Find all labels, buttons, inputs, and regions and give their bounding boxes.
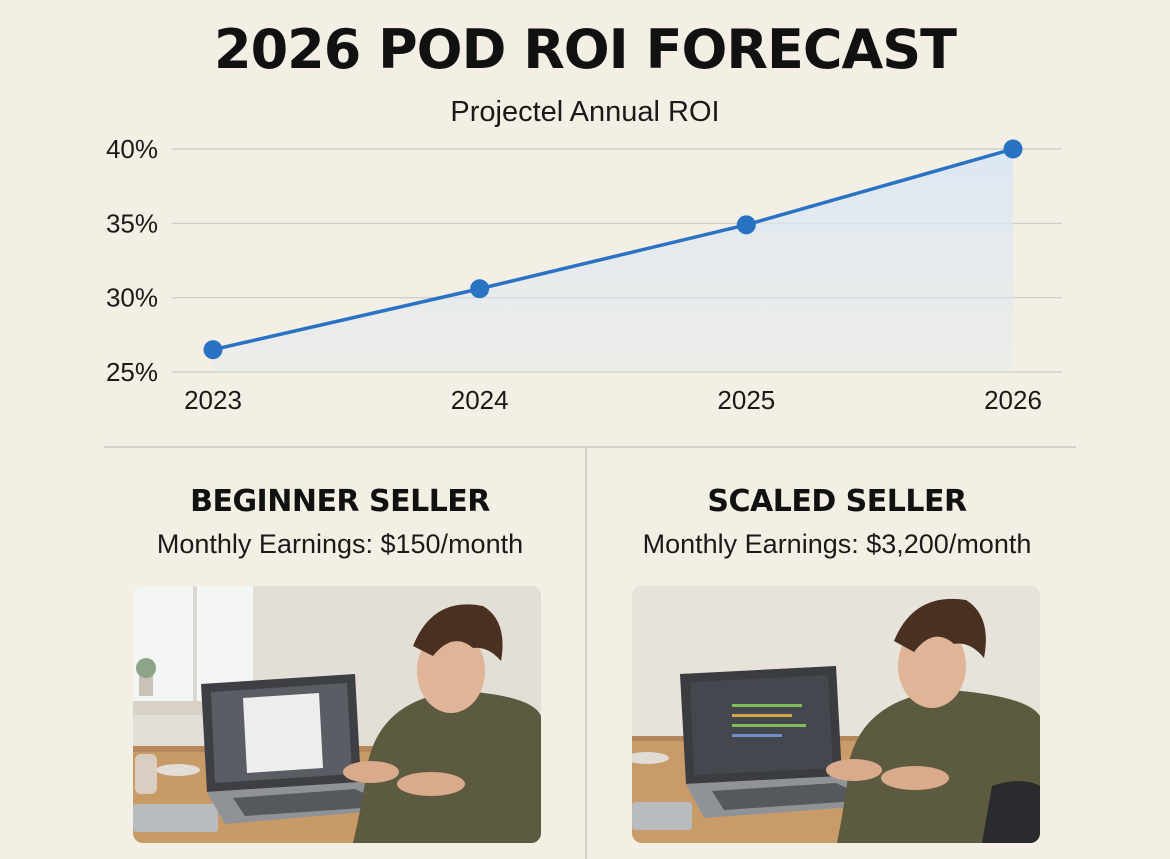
data-point-2025 <box>736 215 756 235</box>
y-tick-label-35: 35% <box>106 208 158 238</box>
data-point-2026 <box>1003 139 1023 159</box>
scaled-seller-photo <box>632 586 1040 843</box>
scaled-seller-heading: SCALED SELLER <box>707 484 967 519</box>
series-line <box>211 147 1015 352</box>
series-area-fill <box>213 149 1013 372</box>
data-point-2023 <box>203 340 223 360</box>
scaled-seller-earnings: Monthly Earnings: $3,200/month <box>642 529 1032 559</box>
data-point-2024 <box>470 279 490 299</box>
x-tick-label-2023: 2023 <box>184 385 242 415</box>
horizontal-divider <box>104 446 1076 448</box>
beginner-seller-earnings: Monthly Earnings: $150/month <box>156 529 524 559</box>
y-tick-label-25: 25% <box>106 357 158 387</box>
vertical-divider <box>585 448 587 859</box>
x-tick-label-2025: 2025 <box>717 385 775 415</box>
y-tick-label-30: 30% <box>106 283 158 313</box>
beginner-seller-panel: BEGINNER SELLER Monthly Earnings: $150/m… <box>95 448 585 560</box>
scaled-seller-panel: SCALED SELLER Monthly Earnings: $3,200/m… <box>587 448 1087 560</box>
beginner-seller-heading: BEGINNER SELLER <box>190 484 490 519</box>
beginner-seller-photo <box>133 586 541 843</box>
roi-line-chart: 25% 30% 35% 40% 2023 2024 2025 2026 <box>106 134 1062 415</box>
x-tick-label-2026: 2026 <box>984 385 1042 415</box>
x-tick-label-2024: 2024 <box>451 385 509 415</box>
chart-subtitle: Projectel Annual ROI <box>450 96 720 128</box>
page-title: 2026 POD ROI FORECAST <box>214 18 957 81</box>
y-tick-label-40: 40% <box>106 134 158 164</box>
